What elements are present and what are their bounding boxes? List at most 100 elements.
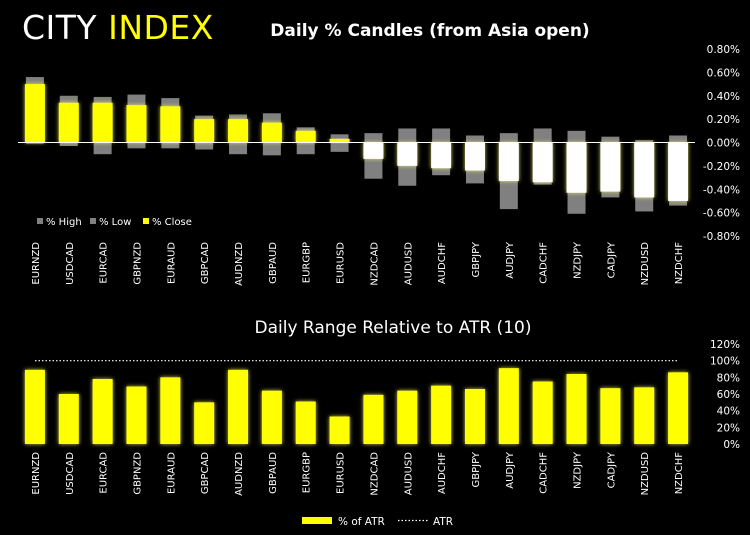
candles-x-label-nzdcad: NZDCAD bbox=[369, 242, 380, 286]
candles-plot: 0.80% 0.60% 0.40% 0.20% 0.00% -0.20% -0.40% -0.… bbox=[18, 44, 740, 286]
candle-body-gbpaud bbox=[261, 122, 282, 143]
atr-bar-nzdchf bbox=[668, 372, 689, 444]
candles-x-label-nzdjpy: NZDJPY bbox=[573, 241, 584, 279]
candles-y-tick-0-80: 0.80% bbox=[707, 44, 740, 56]
atr-y-tick-60: 60% bbox=[717, 389, 740, 401]
candle-body-nzdusd bbox=[634, 142, 655, 198]
atr-bar-nzdcad bbox=[363, 394, 384, 444]
atr-plot: 120% 100% 80% 60% 40% 20% 0% EURNZD USDCAD EURCAD… bbox=[24, 339, 740, 496]
atr-x-label-gbpnzd: GBPNZD bbox=[132, 452, 143, 495]
atr-bar-gbpnzd bbox=[126, 386, 147, 444]
atr-x-label-cadjpy: CADJPY bbox=[606, 451, 617, 488]
candles-y-tick-0-80: -0.80% bbox=[703, 231, 740, 243]
atr-x-label-audusd: AUDUSD bbox=[403, 452, 414, 496]
atr-bar-nzdjpy bbox=[566, 374, 587, 444]
brand-logo-part1: CITY bbox=[22, 8, 98, 47]
atr-bar-euraud bbox=[160, 377, 181, 444]
candles-x-label-nzdchf: NZDCHF bbox=[674, 242, 685, 285]
atr-bar-gbpaud bbox=[261, 390, 282, 444]
candles-y-tick-0-20: -0.20% bbox=[703, 161, 740, 173]
candles-legend-swatch-low bbox=[90, 218, 96, 224]
atr-x-label-audnzd: AUDNZD bbox=[234, 452, 245, 496]
atr-x-label-nzdcad: NZDCAD bbox=[369, 452, 380, 496]
candle-body-gbpnzd bbox=[126, 105, 147, 143]
candle-body-audchf bbox=[431, 142, 452, 169]
candles-legend-swatch-high bbox=[37, 218, 43, 224]
candles-legend-label-low: % Low bbox=[99, 217, 131, 228]
atr-bar-audnzd bbox=[228, 369, 249, 444]
atr-x-label-nzdchf: NZDCHF bbox=[674, 452, 685, 495]
atr-bar-nzdusd bbox=[634, 387, 655, 444]
atr-bar-eurgbp bbox=[295, 401, 316, 444]
atr-y-tick-100: 100% bbox=[710, 356, 740, 368]
atr-legend: % of ATR ATR bbox=[302, 516, 453, 528]
brand-logo: CITY INDEX bbox=[22, 8, 214, 47]
atr-legend-label-of-atr: % of ATR bbox=[338, 516, 385, 528]
candles-x-label-audchf: AUDCHF bbox=[437, 242, 448, 284]
candles-y-tick-0-40: 0.40% bbox=[707, 91, 740, 103]
atr-y-tick-80: 80% bbox=[717, 372, 740, 384]
atr-bar-usdcad bbox=[58, 394, 79, 444]
atr-bar-eurcad bbox=[92, 379, 113, 444]
atr-x-label-gbpjpy: GBPJPY bbox=[471, 451, 482, 487]
atr-legend-swatch-of-atr bbox=[302, 517, 332, 524]
atr-x-label-usdcad: USDCAD bbox=[65, 452, 76, 495]
candle-body-nzdcad bbox=[363, 142, 384, 159]
candle-body-audusd bbox=[397, 142, 418, 166]
candles-x-label-audnzd: AUDNZD bbox=[234, 242, 245, 286]
atr-bar-audusd bbox=[397, 390, 418, 444]
candles-legend: % High % Low % Close bbox=[37, 217, 192, 228]
candles-x-label-audusd: AUDUSD bbox=[403, 242, 414, 286]
candles-legend-label-close: % Close bbox=[152, 217, 192, 228]
candles-x-label-eurusd: EURUSD bbox=[336, 242, 347, 284]
atr-x-label-eurcad: EURCAD bbox=[99, 452, 110, 494]
candle-body-eurgbp bbox=[295, 130, 316, 143]
candle-body-nzdchf bbox=[668, 142, 689, 201]
candles-chart-title: Daily % Candles (from Asia open) bbox=[270, 21, 589, 41]
candle-body-eurusd bbox=[329, 138, 350, 143]
atr-bar-audchf bbox=[431, 385, 452, 444]
candles-x-label-gbpaud: GBPAUD bbox=[268, 242, 279, 284]
atr-bar-gbpjpy bbox=[464, 389, 485, 444]
candles-x-label-eurcad: EURCAD bbox=[99, 242, 110, 284]
candles-x-label-nzdusd: NZDUSD bbox=[640, 242, 651, 286]
candles-x-label-gbpcad: GBPCAD bbox=[200, 242, 211, 284]
atr-bar-gbpcad bbox=[194, 402, 215, 444]
candles-x-label-euraud: EURAUD bbox=[166, 242, 177, 284]
candle-body-audjpy bbox=[498, 142, 519, 182]
candles-y-tick-0-20: 0.20% bbox=[707, 114, 740, 126]
candles-x-label-cadjpy: CADJPY bbox=[606, 241, 617, 278]
atr-bar-eurusd bbox=[329, 416, 350, 444]
atr-x-label-eurgbp: EURGBP bbox=[302, 452, 313, 493]
atr-y-tick-0: 0% bbox=[723, 439, 740, 451]
candle-body-usdcad bbox=[58, 102, 79, 143]
candles-x-label-gbpjpy: GBPJPY bbox=[471, 241, 482, 277]
atr-x-label-eurnzd: EURNZD bbox=[31, 452, 42, 495]
candles-legend-swatch-close bbox=[143, 218, 149, 224]
atr-x-label-nzdusd: NZDUSD bbox=[640, 452, 651, 496]
candle-body-gbpcad bbox=[194, 119, 215, 143]
atr-x-label-eurusd: EURUSD bbox=[336, 452, 347, 494]
atr-x-label-nzdjpy: NZDJPY bbox=[573, 451, 584, 489]
candles-x-label-usdcad: USDCAD bbox=[65, 242, 76, 285]
atr-y-tick-20: 20% bbox=[717, 422, 740, 434]
candles-x-label-eurnzd: EURNZD bbox=[31, 242, 42, 285]
atr-x-label-audchf: AUDCHF bbox=[437, 452, 448, 494]
candles-y-tick-0-00: 0.00% bbox=[707, 138, 740, 150]
atr-x-label-audjpy: AUDJPY bbox=[505, 451, 516, 489]
candles-x-label-gbpnzd: GBPNZD bbox=[132, 242, 143, 285]
candles-y-tick-0-60: 0.60% bbox=[707, 67, 740, 79]
candles-x-label-cadchf: CADCHF bbox=[539, 242, 550, 284]
atr-legend-label-atr: ATR bbox=[433, 516, 453, 528]
candle-body-eurnzd bbox=[24, 84, 45, 143]
atr-y-tick-120: 120% bbox=[710, 339, 740, 351]
candle-body-eurcad bbox=[92, 102, 113, 143]
atr-bar-audjpy bbox=[498, 368, 519, 444]
candle-body-cadjpy bbox=[600, 142, 621, 192]
candle-body-audnzd bbox=[228, 119, 249, 143]
candle-body-euraud bbox=[160, 106, 181, 143]
atr-bar-cadjpy bbox=[600, 388, 621, 444]
atr-chart-title: Daily Range Relative to ATR (10) bbox=[255, 318, 532, 338]
atr-x-label-cadchf: CADCHF bbox=[539, 452, 550, 494]
